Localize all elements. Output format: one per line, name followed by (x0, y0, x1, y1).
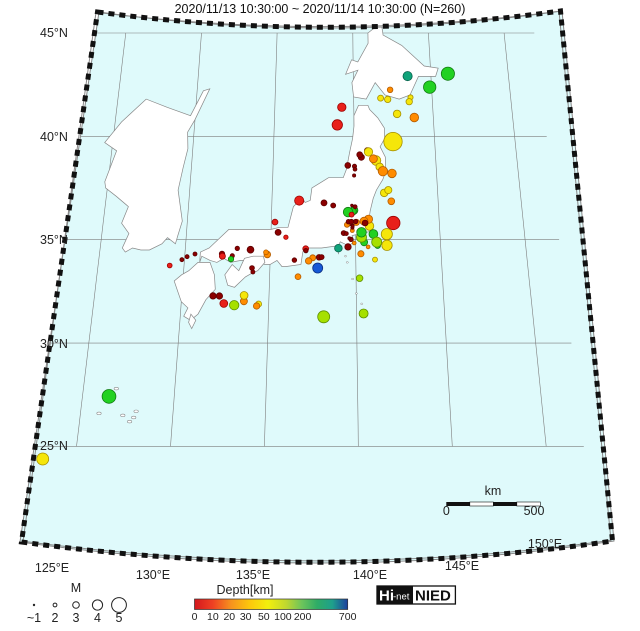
svg-text:Depth[km]: Depth[km] (217, 583, 274, 597)
svg-text:2: 2 (52, 611, 59, 625)
svg-text:50: 50 (258, 611, 270, 623)
svg-text:150°E: 150°E (528, 537, 562, 551)
svg-text:200: 200 (294, 611, 312, 623)
svg-text:100: 100 (274, 611, 292, 623)
svg-text:500: 500 (524, 504, 545, 518)
svg-text:-net: -net (393, 592, 410, 603)
svg-text:700: 700 (339, 611, 357, 623)
svg-text:20: 20 (223, 611, 235, 623)
svg-text:km: km (485, 484, 502, 498)
svg-text:10: 10 (207, 611, 219, 623)
svg-text:145°E: 145°E (445, 559, 479, 573)
svg-text:3: 3 (73, 611, 80, 625)
svg-text:~1: ~1 (27, 611, 41, 625)
svg-text:35°N: 35°N (40, 233, 68, 247)
svg-text:0: 0 (443, 504, 450, 518)
svg-text:Hi: Hi (379, 588, 394, 605)
svg-text:4: 4 (94, 611, 101, 625)
svg-text:5: 5 (116, 611, 123, 625)
svg-text:NIED: NIED (415, 588, 451, 605)
svg-text:135°E: 135°E (236, 568, 270, 582)
svg-text:140°E: 140°E (353, 568, 387, 582)
svg-text:40°N: 40°N (40, 130, 68, 144)
svg-text:30: 30 (240, 611, 252, 623)
svg-text:25°N: 25°N (40, 439, 68, 453)
svg-text:0: 0 (192, 611, 198, 623)
svg-text:130°E: 130°E (136, 568, 170, 582)
svg-text:45°N: 45°N (40, 26, 68, 40)
svg-text:125°E: 125°E (35, 561, 69, 575)
svg-text:M: M (71, 581, 81, 595)
svg-text:30°N: 30°N (40, 337, 68, 351)
